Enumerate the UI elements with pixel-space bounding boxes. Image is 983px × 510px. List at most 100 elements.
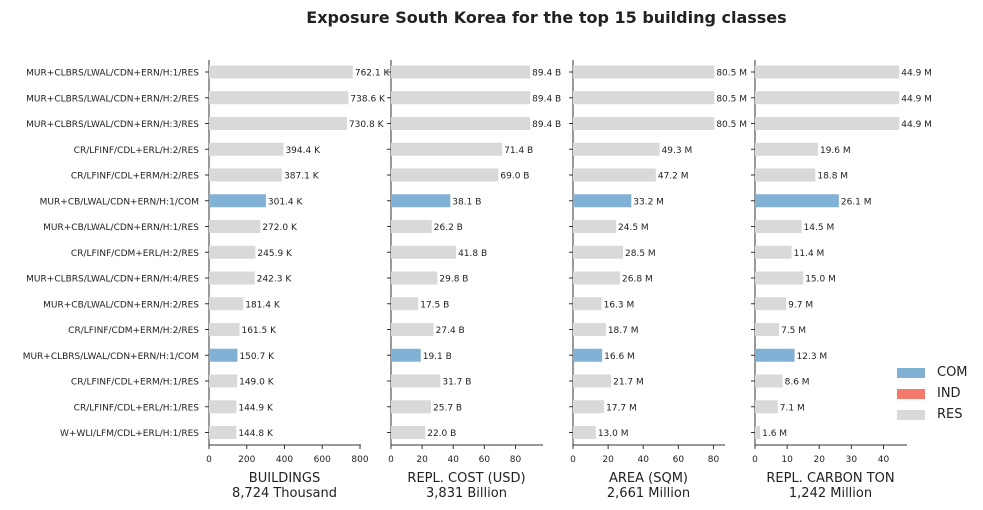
data-label: 71.4 B — [504, 146, 533, 156]
bar — [573, 65, 715, 79]
data-label: 29.8 B — [439, 275, 468, 285]
panel-total-label: 3,831 Billion — [426, 486, 507, 501]
bar — [573, 142, 660, 156]
data-label: 1.6 M — [762, 429, 787, 439]
category-label: MUR+CLBRS/LWAL/CDN+ERN/H:1/COM — [23, 352, 199, 362]
legend-label: RES — [937, 407, 963, 422]
category-label: MUR+CB/LWAL/CDN+ERN/H:2/RES — [43, 300, 199, 310]
bar — [391, 400, 432, 414]
bar — [573, 374, 612, 388]
bar — [391, 271, 438, 285]
data-label: 245.9 K — [257, 249, 293, 259]
bar — [755, 142, 818, 156]
bar — [573, 245, 624, 259]
x-axis-label: AREA (SQM) — [609, 471, 688, 486]
x-tick-label: 0 — [206, 455, 212, 465]
legend-item: COM — [897, 362, 968, 383]
legend-item: RES — [897, 404, 968, 425]
data-label: 150.7 K — [239, 352, 275, 362]
x-tick-label: 80 — [708, 455, 720, 465]
data-label: 27.4 B — [436, 326, 465, 336]
data-label: 730.8 K — [349, 120, 385, 130]
bar — [209, 426, 237, 439]
bar — [209, 142, 284, 156]
data-label: 144.8 K — [238, 429, 274, 439]
bar — [573, 220, 617, 233]
bar — [209, 400, 237, 414]
bar — [573, 348, 603, 362]
x-tick-label: 0 — [752, 455, 758, 465]
bar — [573, 271, 621, 285]
legend-item: IND — [897, 383, 968, 404]
data-label: 44.9 M — [901, 69, 932, 79]
bar — [755, 168, 816, 182]
data-label: 161.5 K — [241, 326, 277, 336]
legend-swatch — [897, 388, 925, 399]
x-tick-label: 400 — [276, 455, 293, 465]
bar — [391, 65, 531, 79]
legend-label: IND — [937, 386, 961, 401]
bar — [755, 117, 900, 130]
bar — [209, 245, 256, 259]
bar — [573, 426, 596, 439]
legend-swatch — [897, 409, 925, 420]
bar — [209, 194, 266, 208]
bar — [391, 374, 441, 388]
data-label: 38.1 B — [452, 197, 481, 207]
category-label: MUR+CLBRS/LWAL/CDN+ERN/H:4/RES — [26, 275, 199, 285]
bar — [573, 117, 715, 130]
data-label: 31.7 B — [442, 378, 471, 388]
data-label: 17.5 B — [420, 300, 449, 310]
bar — [391, 117, 531, 130]
data-label: 272.0 K — [262, 223, 298, 233]
data-label: 41.8 B — [458, 249, 487, 259]
bar — [573, 297, 602, 311]
data-label: 387.1 K — [284, 172, 320, 182]
bar — [391, 142, 503, 156]
data-label: 26.8 M — [622, 275, 653, 285]
chart-title: Exposure South Korea for the top 15 buil… — [306, 8, 787, 27]
bar — [209, 297, 244, 311]
data-label: 762.1 K — [355, 69, 391, 79]
data-label: 9.7 M — [788, 300, 813, 310]
data-label: 22.0 B — [427, 429, 456, 439]
bar — [209, 117, 347, 130]
x-axis-label: BUILDINGS — [249, 471, 320, 486]
bar — [755, 297, 787, 311]
data-label: 149.0 K — [239, 378, 275, 388]
x-tick-label: 600 — [314, 455, 331, 465]
bar — [209, 168, 283, 182]
data-label: 181.4 K — [245, 300, 281, 310]
category-label: CR/LFINF/CDL+ERM/H:1/RES — [71, 378, 199, 388]
x-tick-label: 10 — [781, 455, 793, 465]
bar — [755, 374, 783, 388]
bar — [209, 374, 238, 388]
data-label: 14.5 M — [804, 223, 835, 233]
x-tick-label: 30 — [846, 455, 858, 465]
data-label: 33.2 M — [633, 197, 664, 207]
bar — [573, 400, 605, 414]
bar — [755, 65, 900, 79]
category-label: MUR+CLBRS/LWAL/CDN+ERN/H:1/RES — [26, 69, 199, 79]
data-label: 26.2 B — [434, 223, 463, 233]
data-label: 89.4 B — [532, 69, 561, 79]
bar — [573, 91, 715, 105]
data-label: 80.5 M — [716, 69, 747, 79]
bar — [209, 323, 240, 336]
category-label: CR/LFINF/CDM+ERL/H:2/RES — [71, 249, 199, 259]
data-label: 47.2 M — [658, 172, 689, 182]
bar — [209, 65, 353, 79]
data-label: 7.5 M — [781, 326, 806, 336]
bar — [209, 91, 349, 105]
bar — [573, 194, 632, 208]
bar — [755, 91, 900, 105]
x-tick-label: 200 — [238, 455, 255, 465]
bar — [209, 348, 238, 362]
category-label: MUR+CB/LWAL/CDN+ERN/H:1/RES — [43, 223, 199, 233]
data-label: 13.0 M — [598, 429, 629, 439]
bar — [209, 271, 255, 285]
data-label: 28.5 M — [625, 249, 656, 259]
chart-legend: COM IND RES — [897, 362, 968, 425]
